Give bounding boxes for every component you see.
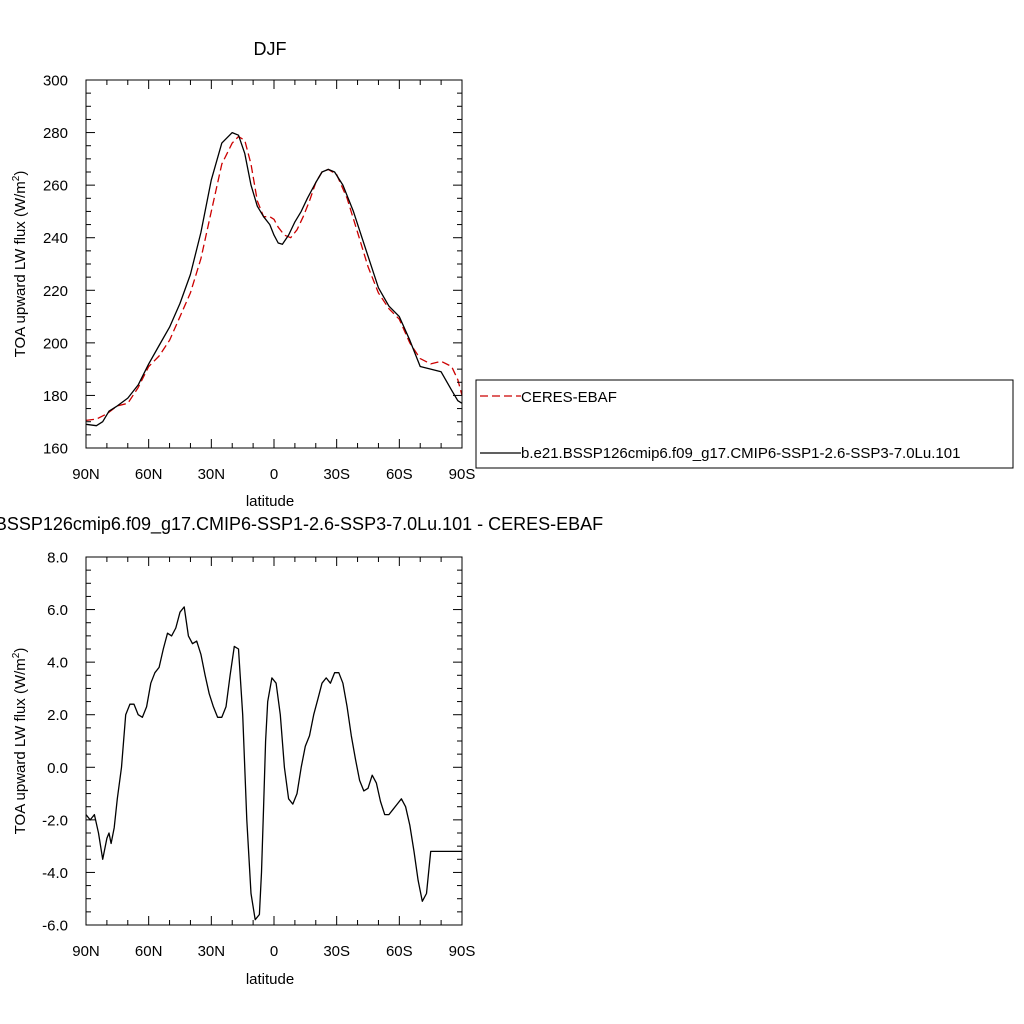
y-tick-label: -2.0: [42, 812, 68, 829]
x-tick-label: 0: [270, 466, 278, 483]
top-y-axis-label-sup: 2: [11, 175, 22, 181]
top-x-axis-label: latitude: [246, 493, 294, 510]
bot-series-line-0: [85, 606, 462, 921]
y-tick-label: 160: [43, 441, 68, 458]
bottom-chart-title: b.e21.BSSP126cmip6.f09_g17.CMIP6-SSP1-2.…: [0, 514, 603, 535]
y-tick-label: 260: [43, 178, 68, 195]
y-tick-label: 2.0: [47, 707, 68, 724]
top-chart-series: [85, 131, 463, 427]
top-chart-legend: CERES-EBAF b.e21.BSSP126cmip6.f09_g17.CM…: [475, 379, 1014, 469]
y-tick-label: 6.0: [47, 602, 68, 619]
bottom-x-ticks: 90N 60N 30N 0 30S 60S 90S: [72, 557, 475, 960]
top-y-ticks: 160 180 200 220 240 260 280 300: [43, 73, 462, 458]
top-chart-title: DJF: [254, 39, 287, 59]
y-tick-label: 8.0: [47, 550, 68, 567]
x-tick-label: 90N: [72, 943, 100, 960]
bottom-chart-series: [85, 606, 462, 921]
x-tick-label: 90S: [449, 466, 476, 483]
x-tick-label: 30S: [323, 943, 350, 960]
y-tick-label: -4.0: [42, 865, 68, 882]
bottom-plot-frame: [85, 556, 463, 926]
bottom-y-ticks: -6.0 -4.0 -2.0 0.0 2.0 4.0 6.0 8.0: [42, 550, 462, 935]
top-series-line-0: [85, 135, 463, 422]
x-tick-label: 30N: [198, 466, 226, 483]
x-tick-label: 60N: [135, 943, 163, 960]
x-tick-label: 0: [270, 943, 278, 960]
bottom-y-axis-label-tail: ): [12, 648, 29, 653]
bottom-x-axis-label: latitude: [246, 971, 294, 988]
bottom-chart: b.e21.BSSP126cmip6.f09_g17.CMIP6-SSP1-2.…: [0, 514, 603, 988]
y-tick-label: 240: [43, 230, 68, 247]
y-tick-label: 300: [43, 73, 68, 90]
y-tick-label: 220: [43, 283, 68, 300]
y-tick-label: 200: [43, 335, 68, 352]
top-y-axis-label-main: TOA upward LW flux (W/m: [12, 181, 29, 357]
legend-label-ceres-ebaf: CERES-EBAF: [521, 389, 617, 406]
bottom-y-axis-label-sup: 2: [11, 652, 22, 658]
top-plot-frame: [85, 79, 463, 449]
bottom-y-axis-label-main: TOA upward LW flux (W/m: [12, 658, 29, 834]
y-tick-label: 180: [43, 388, 68, 405]
bottom-y-axis-label: TOA upward LW flux (W/m2): [11, 648, 29, 835]
x-tick-label: 30N: [198, 943, 226, 960]
top-y-axis-label: TOA upward LW flux (W/m2): [11, 171, 29, 358]
x-tick-label: 60S: [386, 466, 413, 483]
legend-label-model: b.e21.BSSP126cmip6.f09_g17.CMIP6-SSP1-2.…: [521, 445, 960, 462]
legend-box: [475, 379, 1014, 469]
top-y-axis-label-tail: ): [12, 171, 29, 176]
top-chart: DJF 160 180 200 220 240 260 280 300 90N 60N 30N 0 3…: [11, 39, 1014, 510]
x-tick-label: 60N: [135, 466, 163, 483]
y-tick-label: 4.0: [47, 655, 68, 672]
x-tick-label: 90S: [449, 943, 476, 960]
y-tick-label: 0.0: [47, 760, 68, 777]
y-tick-label: 280: [43, 125, 68, 142]
top-x-ticks: 90N 60N 30N 0 30S 60S 90S: [72, 80, 475, 483]
y-tick-label: -6.0: [42, 918, 68, 935]
x-tick-label: 90N: [72, 466, 100, 483]
x-tick-label: 30S: [323, 466, 350, 483]
top-series-line-1: [85, 131, 463, 427]
x-tick-label: 60S: [386, 943, 413, 960]
